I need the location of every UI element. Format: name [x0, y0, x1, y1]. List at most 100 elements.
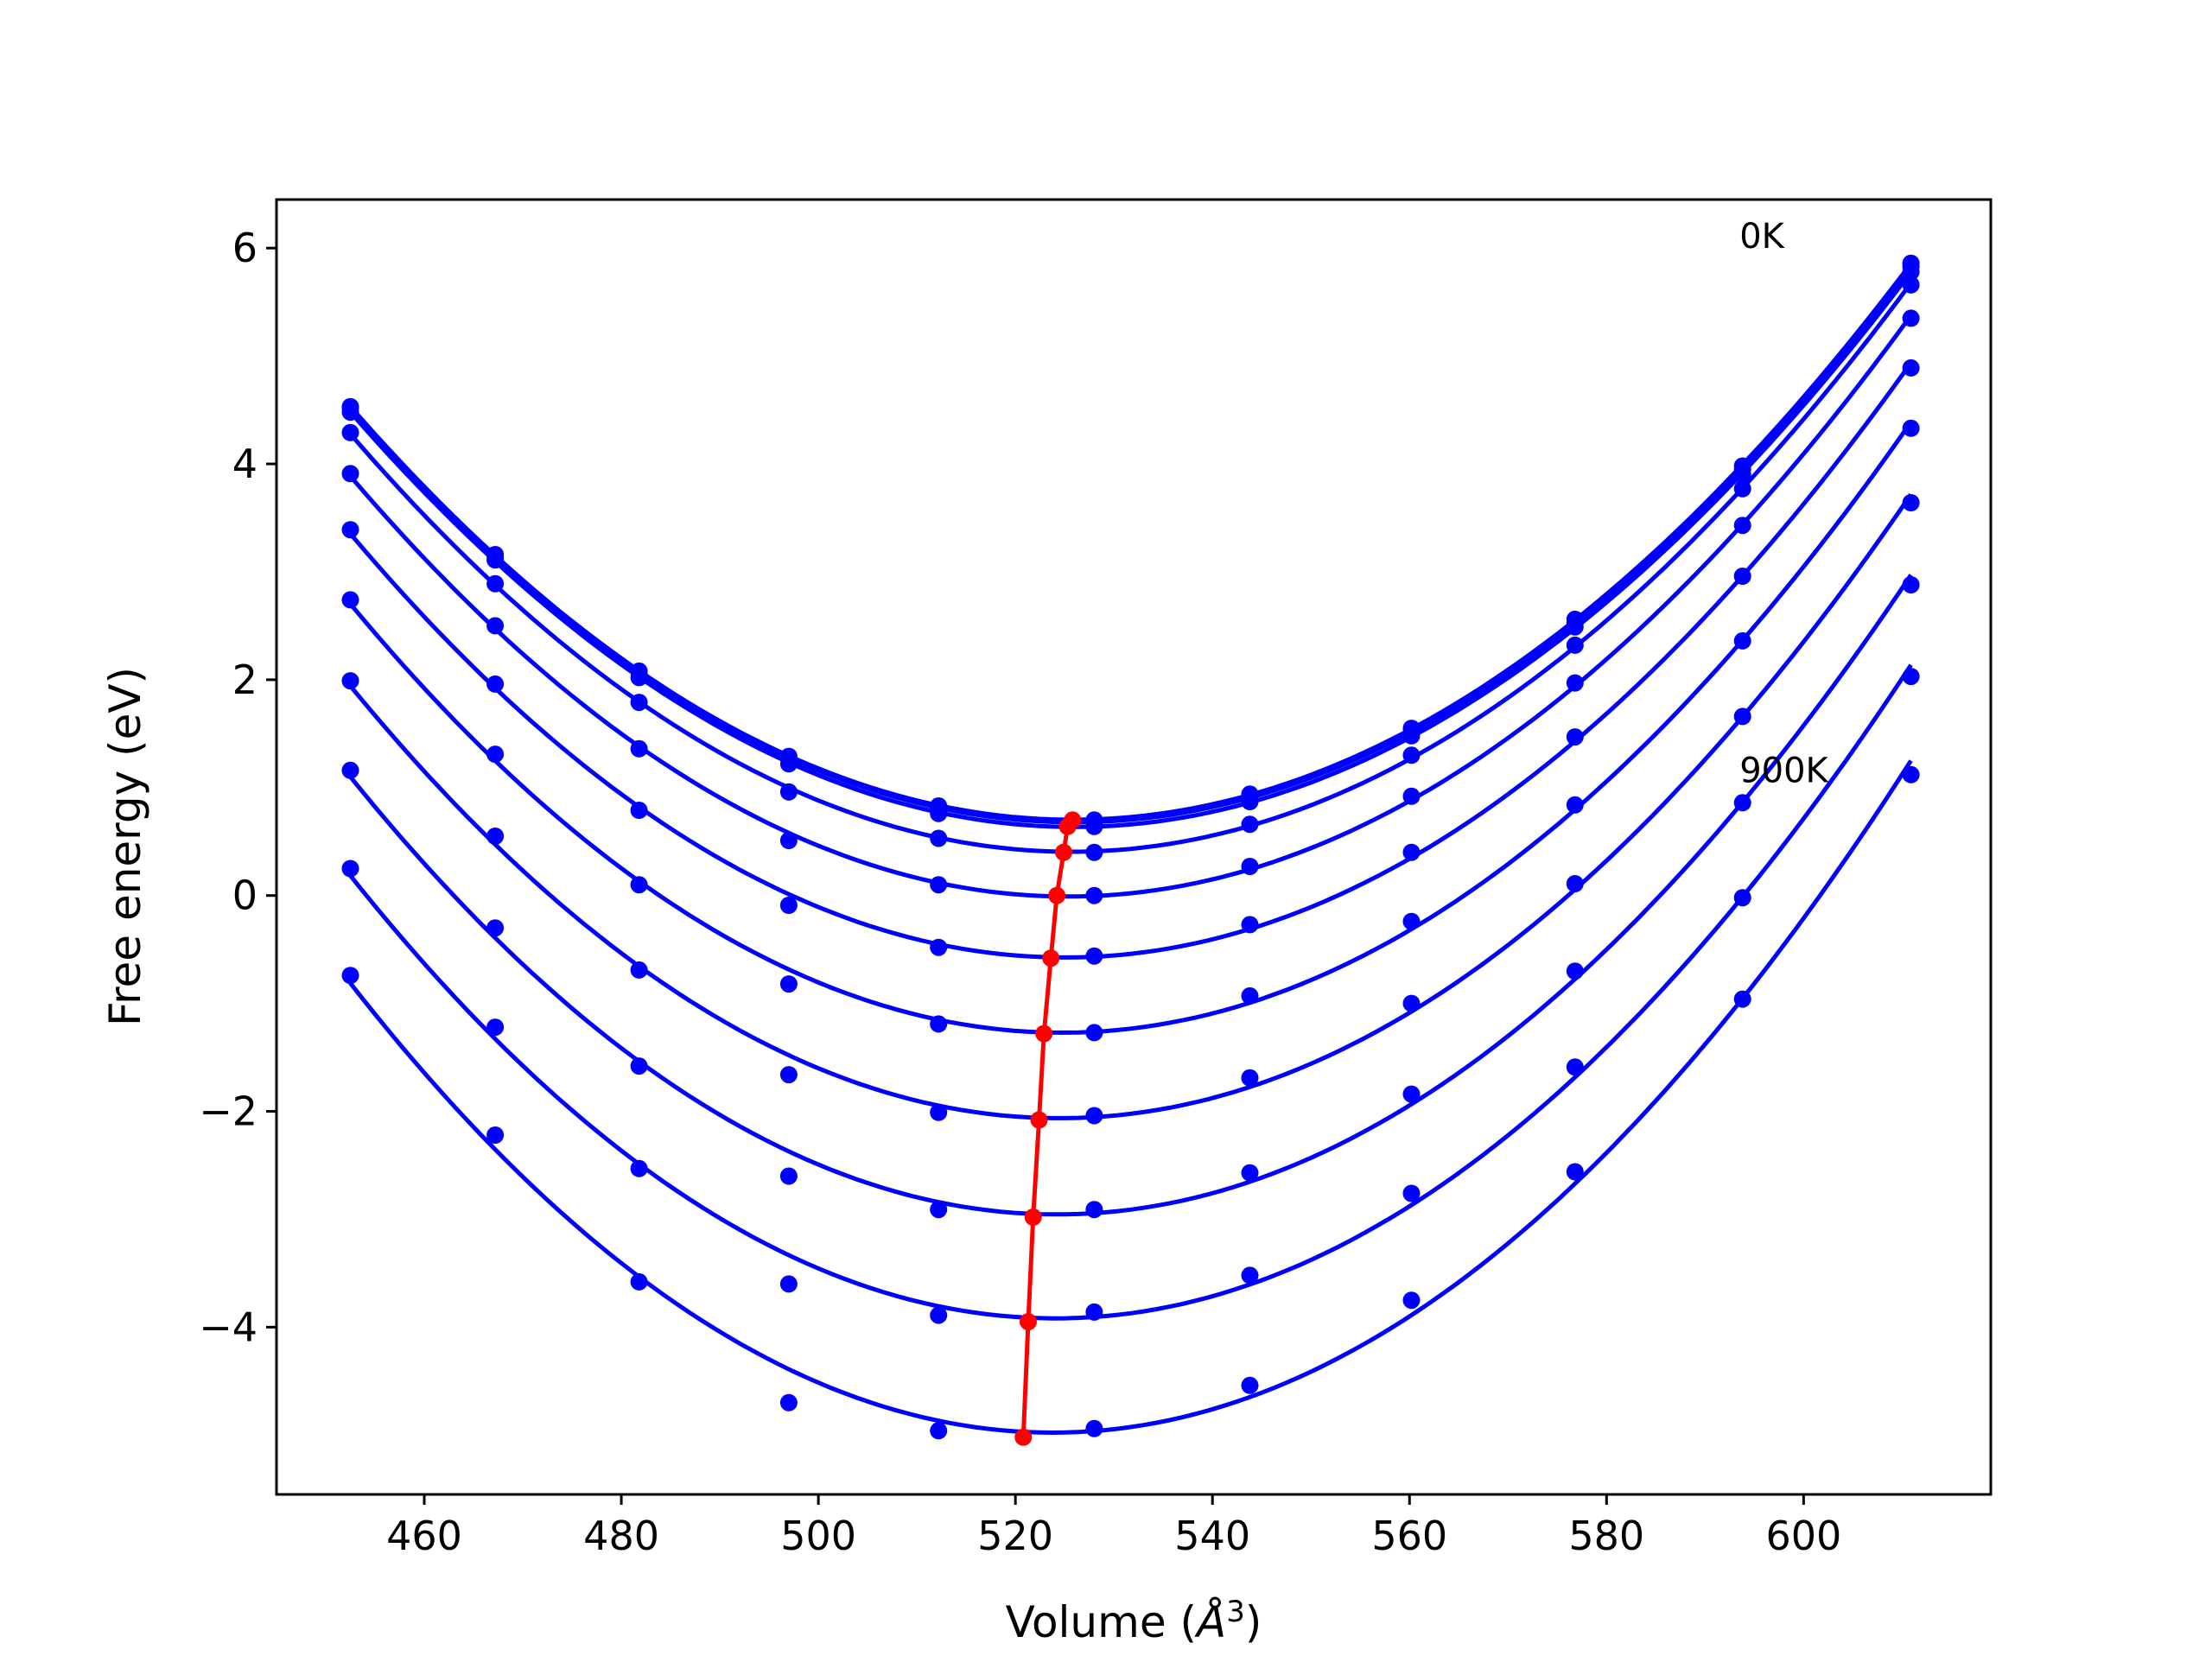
- series-4-point: [1085, 886, 1103, 904]
- x-tick-label: 460: [386, 1513, 462, 1559]
- series-6-point: [1402, 912, 1421, 930]
- series-3-point: [1402, 746, 1421, 764]
- series-2-point: [1566, 618, 1584, 636]
- series-2-point: [1733, 466, 1751, 484]
- series-7-point: [1733, 707, 1751, 726]
- series-8-point: [779, 1167, 798, 1185]
- series-7-point: [1566, 875, 1584, 892]
- series-8-point: [1566, 962, 1584, 980]
- series-8-fit-line: [348, 574, 1913, 1217]
- series-8-point: [1902, 576, 1920, 593]
- series-3-point: [779, 783, 798, 801]
- plot-frame: [275, 198, 1993, 1496]
- series-2-point: [630, 669, 648, 687]
- series-7-point: [1402, 994, 1421, 1012]
- y-tick-label: 2: [232, 657, 257, 703]
- series-9-point: [779, 1275, 798, 1293]
- series-8-point: [1733, 794, 1751, 812]
- series-7: [341, 492, 1920, 1125]
- series-5-point: [486, 675, 505, 693]
- minimum-point: [1030, 1111, 1048, 1129]
- x-axis-label: Volume (Å3): [1006, 1595, 1262, 1647]
- series-9-point: [1402, 1184, 1421, 1202]
- series-2-point: [486, 551, 505, 569]
- series-9-fit-line: [348, 663, 1913, 1321]
- series-7-point: [341, 672, 359, 690]
- series-7-point: [630, 961, 648, 979]
- series-6-point: [341, 591, 359, 609]
- series-6-point: [1241, 986, 1259, 1005]
- x-tick-label: 580: [1568, 1513, 1644, 1559]
- series-7-point: [930, 1103, 948, 1121]
- series-6-point: [779, 975, 798, 993]
- series-9-point: [486, 1018, 505, 1037]
- series-5-point: [1241, 916, 1259, 934]
- series-9-point: [1085, 1303, 1103, 1321]
- x-tick-label: 540: [1174, 1513, 1250, 1559]
- x-tick-label: 500: [780, 1513, 856, 1559]
- series-3-point: [1085, 843, 1103, 861]
- series-10-point: [1085, 1419, 1103, 1437]
- series-3: [341, 276, 1920, 861]
- series-8-point: [486, 919, 505, 937]
- minimum-point: [1042, 949, 1060, 967]
- series-2: [341, 263, 1920, 835]
- series-10-point: [1733, 990, 1751, 1008]
- y-tick-label: 6: [232, 225, 257, 271]
- series-4-point: [1402, 787, 1421, 805]
- y-tick-label: 0: [232, 872, 257, 919]
- series-9-point: [1566, 1058, 1584, 1076]
- series-6-point: [1566, 796, 1584, 814]
- series-layer: [341, 254, 1920, 1440]
- y-axis-ticks: −4 −2 0 2 4 6: [199, 225, 276, 1350]
- series-10-point: [930, 1422, 948, 1440]
- series-2-point: [1085, 817, 1103, 835]
- series-2-point: [1902, 263, 1920, 281]
- minimum-line: [1020, 818, 1075, 1437]
- series-10-point: [1566, 1163, 1584, 1181]
- series-8-point: [1085, 1201, 1103, 1219]
- series-10-point: [486, 1126, 505, 1144]
- x-axis-ticks: 460 480 500 520 540 560 580 600: [386, 1494, 1841, 1559]
- series-4-point: [779, 832, 798, 849]
- series-10-point: [779, 1393, 798, 1411]
- series-4-point: [630, 739, 648, 758]
- series-10-point: [1402, 1291, 1421, 1310]
- series-6-point: [1085, 1024, 1103, 1042]
- series-9-point: [1902, 668, 1920, 686]
- series-5-point: [1402, 843, 1421, 861]
- series-8-point: [630, 1057, 648, 1075]
- series-7-point: [1085, 1107, 1103, 1125]
- series-7-point: [486, 828, 505, 845]
- series-7-point: [1241, 1069, 1259, 1087]
- series-8-point: [1402, 1085, 1421, 1103]
- series-4: [341, 309, 1920, 904]
- y-axis-label: Free energy (eV): [100, 667, 150, 1026]
- minimum-point: [1035, 1024, 1053, 1043]
- series-4-point: [341, 465, 359, 483]
- series-9-point: [930, 1306, 948, 1324]
- series-6-point: [630, 876, 648, 894]
- minimum-point: [1020, 1313, 1037, 1331]
- series-5-point: [930, 938, 948, 956]
- series-5-point: [1566, 728, 1584, 746]
- series-7-point: [1902, 494, 1920, 511]
- minimum-point: [1055, 843, 1072, 861]
- series-6-point: [930, 1015, 948, 1033]
- series-3-point: [1902, 276, 1920, 294]
- y-tick-label: −2: [199, 1088, 257, 1135]
- series-4-point: [930, 876, 948, 894]
- series-5-point: [1085, 947, 1103, 965]
- series-4-point: [1566, 674, 1584, 692]
- series-6-fit-line: [348, 421, 1913, 1035]
- series-2-point: [1402, 726, 1421, 745]
- series-3-point: [630, 694, 648, 712]
- series-10-point: [630, 1272, 648, 1291]
- series-6-point: [1733, 631, 1751, 650]
- annotations: 0K 900K: [1739, 217, 1829, 790]
- series-5-point: [630, 802, 648, 819]
- series-3-point: [486, 574, 505, 593]
- series-2-point: [930, 804, 948, 822]
